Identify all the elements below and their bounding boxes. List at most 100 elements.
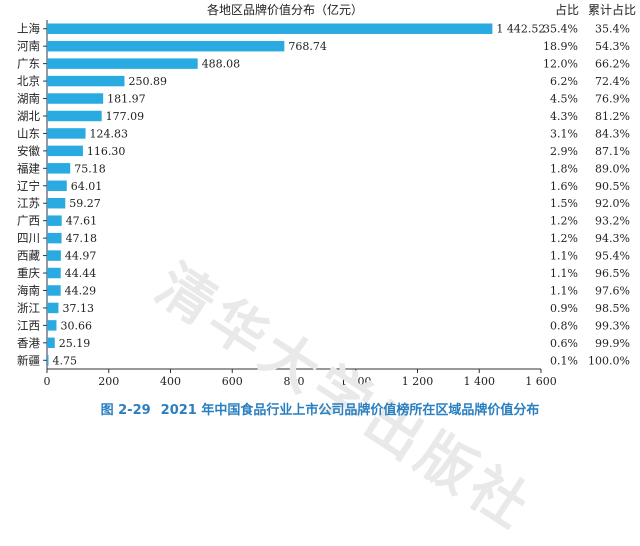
bar-value-label: 250.89 [128,75,167,88]
bar-value-label: 177.09 [106,110,145,123]
bar-value-label: 64.01 [71,180,103,193]
share-value: 1.1% [550,250,578,263]
bar-value-label: 59.27 [69,197,101,210]
bar-value-label: 75.18 [74,162,106,175]
cumulative-value: 90.5% [595,180,630,193]
bar [47,128,86,139]
category-label: 安徽 [17,144,40,158]
category-label: 湖南 [17,92,40,106]
share-value: 1.1% [550,284,578,297]
cumulative-value: 93.2% [595,215,630,228]
bar-value-label: 4.75 [53,354,78,367]
x-tick-label: 400 [160,375,181,388]
bar [47,302,59,314]
bar [47,40,285,52]
share-value: 35.4% [543,23,578,36]
bar [47,163,71,174]
bar [47,267,61,279]
category-label: 江苏 [17,196,40,210]
share-value: 18.9% [543,40,578,53]
category-label: 西藏 [17,249,40,263]
bar-value-label: 37.13 [62,302,93,315]
cumulative-value: 76.9% [595,93,630,106]
share-value: 12.0% [543,58,578,71]
bar [47,215,62,226]
cumulative-value: 72.4% [595,75,630,88]
x-tick-label: 1 600 [525,375,557,388]
share-value: 1.2% [550,215,578,228]
x-tick-label: 600 [222,375,243,388]
bar [47,232,62,244]
category-label: 重庆 [17,266,40,280]
category-label: 新疆 [17,353,40,367]
bar-value-label: 116.30 [87,145,126,158]
cumulative-value: 94.3% [595,232,630,245]
share-value: 0.1% [550,354,578,367]
cumulative-value: 97.6% [595,284,630,297]
x-tick-label: 200 [98,375,119,388]
share-value: 1.2% [550,232,578,245]
share-value: 0.8% [550,319,578,332]
category-label: 浙江 [17,301,40,315]
bar-value-label: 1 442.52 [496,23,545,36]
share-value: 4.3% [550,110,578,123]
category-label: 上海 [17,22,40,36]
bar [47,320,57,331]
caption-text: 2021 年中国食品行业上市公司品牌价值榜所在区域品牌价值分布 [160,403,540,418]
category-label: 广东 [17,57,40,71]
category-label: 江西 [17,318,40,332]
cumulative-value: 87.1% [595,145,630,158]
bar [47,355,49,366]
category-label: 河南 [17,39,40,53]
category-label: 辽宁 [17,179,40,193]
cumulative-value: 95.4% [595,250,630,263]
share-value: 0.9% [550,302,578,315]
cumulative-value: 66.2% [595,58,630,71]
category-label: 海南 [17,283,40,297]
x-tick-label: 1 000 [340,375,372,388]
bar [47,23,493,34]
category-label: 山东 [17,126,40,140]
cumulative-value: 99.9% [595,337,630,350]
share-value: 6.2% [550,75,578,88]
bar-value-label: 47.61 [66,215,98,228]
category-label: 福建 [17,161,40,175]
bar-value-label: 47.18 [66,232,98,245]
share-value: 1.5% [550,197,578,210]
cumulative-value: 92.0% [595,197,630,210]
cumulative-header: 累计占比 [588,2,636,17]
figure-number: 图 2-29 [100,403,151,418]
bar [47,75,125,87]
bar [47,58,198,69]
bar-value-label: 30.66 [60,319,92,332]
bar-value-label: 124.83 [90,127,129,140]
cumulative-value: 100.0% [588,354,630,367]
bar [47,250,61,261]
category-label: 北京 [17,74,40,88]
cumulative-value: 81.2% [595,110,630,123]
cumulative-value: 35.4% [595,23,630,36]
bar-value-label: 25.19 [59,337,91,350]
bar-chart: 各地区品牌价值分布（亿元） 占比 累计占比 0 200 400 600 800 1 000… [17,2,636,388]
share-header: 占比 [555,2,579,17]
cumulative-value: 99.3% [595,319,630,332]
bar-value-label: 181.97 [107,93,145,106]
category-label: 四川 [17,231,40,245]
bar-value-label: 768.74 [288,40,327,53]
x-tick-label: 0 [44,375,51,388]
bar [47,110,102,122]
share-value: 1.1% [550,267,578,280]
cumulative-value: 98.5% [595,302,630,315]
cumulative-value: 96.5% [595,267,630,280]
share-value: 0.6% [550,337,578,350]
bar [47,180,67,192]
bar-value-label: 44.97 [65,250,97,263]
share-value: 2.9% [550,145,578,158]
share-value: 4.5% [550,93,578,106]
bar-value-label: 44.29 [65,284,97,297]
x-tick-label: 800 [284,375,305,388]
share-value: 3.1% [550,127,578,140]
cumulative-value: 84.3% [595,127,630,140]
category-label: 湖北 [17,109,40,123]
x-tick-label: 1 400 [464,375,496,388]
